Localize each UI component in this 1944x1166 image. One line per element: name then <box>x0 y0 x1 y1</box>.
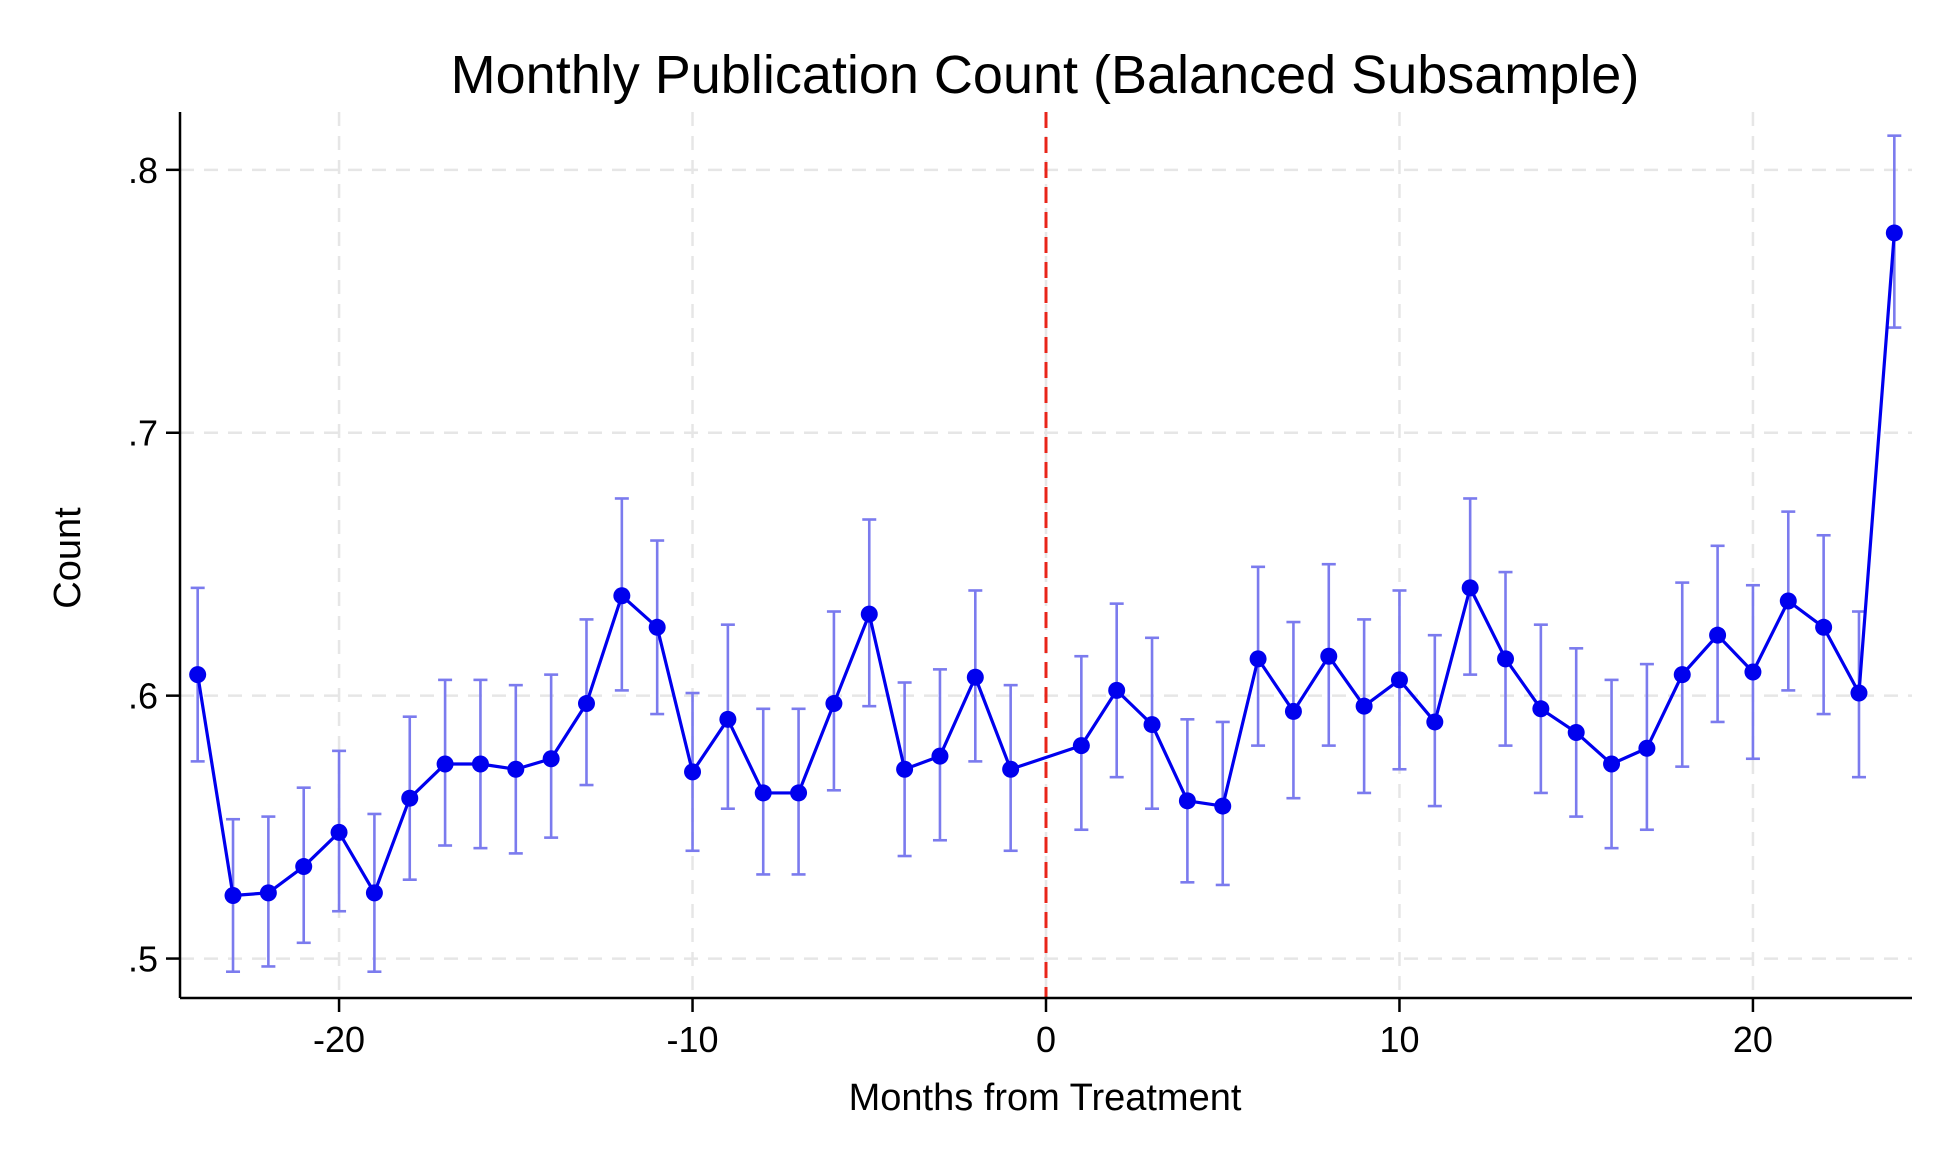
data-point <box>1108 681 1126 699</box>
data-point <box>224 886 242 904</box>
data-point <box>613 587 631 605</box>
data-point <box>931 747 949 765</box>
data-point <box>1355 697 1373 715</box>
data-point <box>1249 650 1267 668</box>
data-point <box>825 695 843 713</box>
data-point <box>1214 797 1232 815</box>
data-point <box>754 784 772 802</box>
y-tick-label: .5 <box>128 939 158 980</box>
data-point <box>1673 666 1691 684</box>
x-tick-label: 20 <box>1733 1019 1773 1060</box>
data-point <box>896 760 914 778</box>
data-point <box>1072 737 1090 755</box>
data-point <box>966 668 984 686</box>
data-point <box>1815 618 1833 636</box>
data-point <box>295 858 313 876</box>
data-point <box>1603 755 1621 773</box>
x-axis-label: Months from Treatment <box>849 1077 1242 1119</box>
data-point <box>577 695 595 713</box>
data-point <box>1532 700 1550 718</box>
data-point <box>436 755 454 773</box>
data-point <box>401 789 419 807</box>
data-point <box>719 710 737 728</box>
y-tick-label: .6 <box>128 676 158 717</box>
data-point <box>790 784 808 802</box>
y-tick-label: .8 <box>128 150 158 191</box>
data-point <box>1178 792 1196 810</box>
data-point <box>1320 647 1338 665</box>
data-point <box>1426 713 1444 731</box>
data-point <box>1002 760 1020 778</box>
x-tick-label: 0 <box>1036 1019 1056 1060</box>
data-point <box>684 763 702 781</box>
data-point <box>648 618 666 636</box>
data-point <box>330 823 348 841</box>
data-point <box>1143 716 1161 734</box>
chart-title: Monthly Publication Count (Balanced Subs… <box>451 45 1640 105</box>
data-point <box>1850 684 1868 702</box>
data-point <box>189 666 207 684</box>
data-point <box>471 755 489 773</box>
y-axis-label: Count <box>47 507 89 609</box>
data-point <box>1744 663 1762 681</box>
data-point <box>1638 739 1656 757</box>
marker-layer <box>189 224 1903 904</box>
data-point <box>365 884 383 902</box>
axis-layer: .5 .6 .7 .8 -20 -10 0 10 20 <box>128 112 1912 1060</box>
data-point <box>860 605 878 623</box>
data-point <box>1567 723 1585 741</box>
x-tick-label: 10 <box>1379 1019 1419 1060</box>
data-point <box>542 750 560 768</box>
data-point <box>1284 702 1302 720</box>
data-point <box>1779 592 1797 610</box>
data-point <box>507 760 525 778</box>
data-point <box>1885 224 1903 242</box>
x-tick-label: -20 <box>313 1019 365 1060</box>
grid-layer <box>180 112 1912 998</box>
data-point <box>1497 650 1515 668</box>
x-tick-label: -10 <box>667 1019 719 1060</box>
data-point <box>1709 626 1727 644</box>
data-point <box>1390 671 1408 689</box>
y-tick-label: .7 <box>128 413 158 454</box>
data-point <box>259 884 277 902</box>
data-point <box>1461 579 1479 597</box>
